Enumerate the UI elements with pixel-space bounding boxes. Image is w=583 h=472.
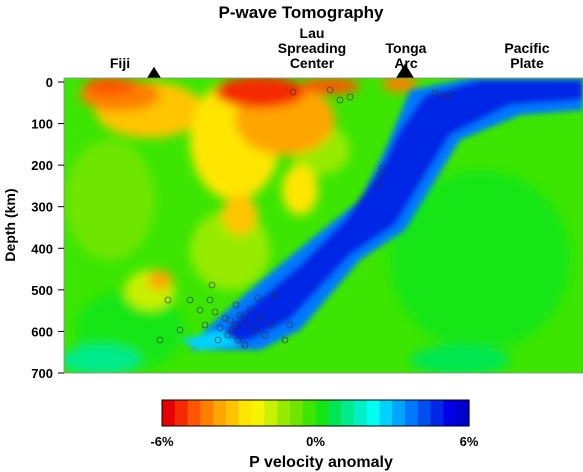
colorbar-swatch [162, 400, 176, 426]
tomography-heatmap [64, 78, 583, 373]
feature-label: Fiji [110, 55, 130, 71]
y-tick-label: 600 [31, 324, 53, 339]
feature-label: Spreading [278, 40, 346, 56]
y-tick-label: 0 [46, 75, 53, 90]
y-tick-label: 200 [31, 158, 53, 173]
colorbar-swatch [315, 400, 329, 426]
colorbar-tick-label: -6% [150, 434, 174, 449]
feature-label: Tonga [386, 40, 427, 56]
y-tick-label: 700 [31, 366, 53, 381]
colorbar-swatch [264, 400, 278, 426]
y-axis: 0 100 200 300 400 500 600 700 [31, 75, 64, 381]
colorbar-tick-label: 6% [460, 434, 479, 449]
feature-triangle-marker [396, 63, 414, 78]
colorbar-tick-label: 0% [306, 434, 325, 449]
colorbar-swatch [392, 400, 406, 426]
colorbar-swatch [353, 400, 368, 426]
colorbar-swatch [405, 400, 419, 426]
colorbar-swatch [225, 400, 240, 426]
feature-label: Lau [300, 25, 325, 41]
y-tick-label: 100 [31, 117, 53, 132]
colorbar-swatch [187, 400, 201, 426]
feature-label: Center [290, 55, 335, 71]
colorbar-swatch [213, 400, 227, 426]
feature-label: Pacific [504, 40, 549, 56]
y-tick-label: 300 [31, 200, 53, 215]
y-tick-label: 400 [31, 241, 53, 256]
colorbar-swatch [289, 400, 304, 426]
earthquake-hypocenters [156, 86, 454, 349]
feature-label: Plate [510, 55, 544, 71]
colorbar-swatch [443, 400, 457, 426]
colorbar-swatch [200, 400, 214, 426]
colorbar-title: P velocity anomaly [249, 454, 393, 471]
chart-title: P-wave Tomography [219, 3, 385, 22]
colorbar-ticks: -6% 0% 6% [150, 434, 478, 449]
y-axis-label: Depth (km) [2, 188, 18, 261]
colorbar-swatch [302, 400, 317, 426]
colorbar-swatch [328, 400, 342, 426]
colorbar-swatch [251, 400, 265, 426]
colorbar-swatch [430, 400, 445, 426]
feature-triangle-marker [147, 66, 161, 78]
y-tick-label: 500 [31, 283, 53, 298]
colorbar-swatch [379, 400, 393, 426]
colorbar-swatch [341, 400, 355, 426]
colorbar-swatch [417, 400, 432, 426]
feature-label: Arc [394, 55, 418, 71]
colorbar-swatch [238, 400, 253, 426]
colorbar-swatch [277, 400, 291, 426]
colorbar-frame [161, 399, 470, 427]
colorbar-swatch [174, 400, 189, 426]
colorbar-swatch [366, 400, 381, 426]
plot-frame [63, 77, 583, 374]
colorbar-swatch [456, 400, 470, 426]
colorbar [161, 399, 470, 427]
